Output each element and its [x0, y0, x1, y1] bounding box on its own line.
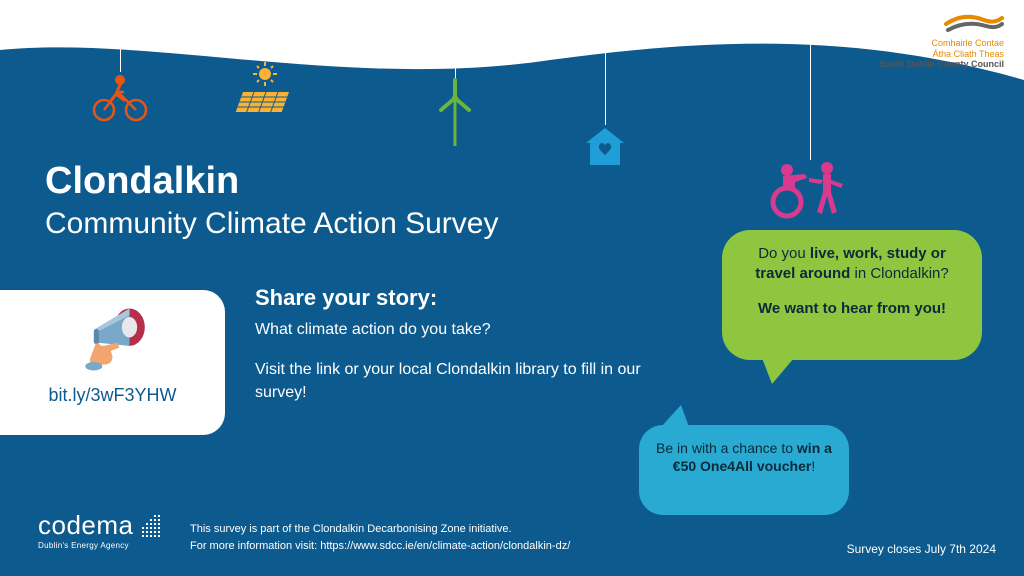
story-heading: Share your story: — [255, 285, 655, 311]
story-block: Share your story: What climate action do… — [255, 285, 655, 404]
council-irish-2: Átha Cliath Theas — [879, 49, 1004, 59]
green-bubble-line2: We want to hear from you! — [758, 300, 946, 317]
blue-post: ! — [811, 458, 815, 474]
short-url: bit.ly/3wF3YHW — [8, 385, 217, 406]
survey-closes: Survey closes July 7th 2024 — [847, 542, 996, 556]
wind-turbine-icon — [435, 78, 475, 148]
green-pre: Do you — [758, 245, 810, 262]
cyclist-icon — [90, 72, 150, 122]
speech-bubble-blue: Be in with a chance to win a €50 One4All… — [639, 405, 849, 520]
title-line2: Community Climate Action Survey — [45, 207, 499, 241]
megaphone-icon — [70, 302, 155, 377]
footer-text: This survey is part of the Clondalkin De… — [190, 521, 570, 554]
title-block: Clondalkin Community Climate Action Surv… — [45, 160, 499, 241]
hanger-accessibility — [760, 30, 860, 220]
blue-pre: Be in with a chance to — [656, 440, 797, 456]
codema-logo: codema Dublin's Energy Agency — [38, 510, 162, 550]
solar-icon — [235, 60, 295, 120]
council-english: South Dublin County Council — [879, 59, 1004, 69]
accessibility-icon — [765, 160, 855, 220]
story-cta: Visit the link or your local Clondalkin … — [255, 359, 655, 404]
footer-line1: This survey is part of the Clondalkin De… — [190, 521, 570, 538]
story-question: What climate action do you take? — [255, 319, 655, 341]
codema-tagline: Dublin's Energy Agency — [38, 541, 162, 550]
council-logo: Comhairle Contae Átha Cliath Theas South… — [879, 10, 1004, 69]
speech-bubble-green: Do you live, work, study or travel aroun… — [722, 230, 982, 380]
codema-name: codema — [38, 510, 134, 540]
green-post: in Clondalkin? — [850, 265, 948, 282]
house-heart-icon — [582, 125, 628, 167]
hanger-turbine — [420, 30, 490, 148]
council-irish-1: Comhairle Contae — [879, 38, 1004, 48]
hanger-cyclist — [85, 30, 155, 122]
link-card: bit.ly/3wF3YHW — [0, 290, 225, 435]
footer-line2: For more information visit: https://www.… — [190, 538, 570, 555]
title-line1: Clondalkin — [45, 160, 499, 203]
council-swoosh-icon — [944, 10, 1004, 34]
hanger-house — [570, 30, 640, 167]
codema-building-icon — [140, 513, 162, 541]
green-bubble-line1: Do you live, work, study or travel aroun… — [740, 244, 964, 285]
hanger-solar — [230, 30, 300, 120]
